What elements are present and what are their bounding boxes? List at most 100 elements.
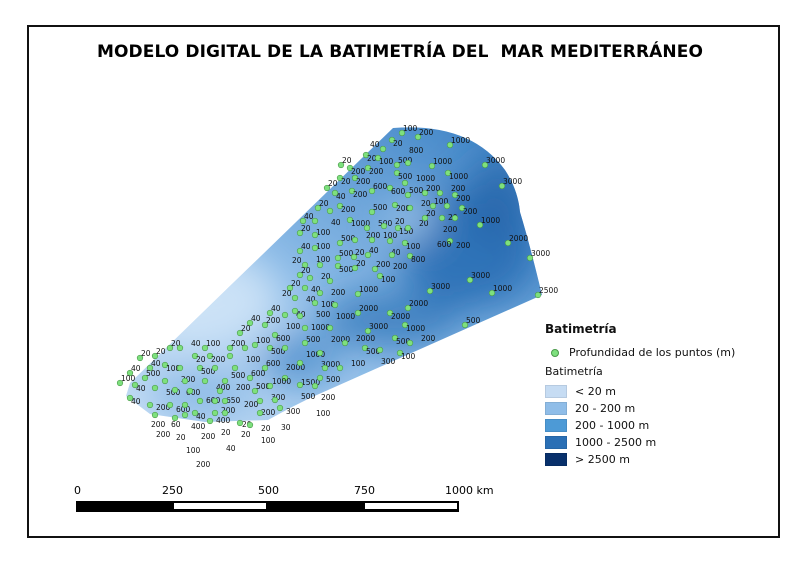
depth-point-label: 200 — [456, 194, 471, 203]
depth-point-marker — [351, 236, 359, 244]
depth-point-marker — [363, 224, 371, 232]
depth-point-marker — [151, 352, 159, 360]
depth-point-label: 200 — [421, 334, 436, 343]
depth-point-label: 40 — [336, 192, 346, 201]
depth-point-marker — [350, 253, 358, 261]
depth-point: 20 — [296, 266, 311, 279]
depth-point-marker — [534, 291, 542, 299]
depth-point-marker — [361, 344, 369, 352]
depth-point-label: 1000 — [433, 157, 452, 166]
legend-swatch — [545, 419, 567, 432]
depth-point-label: 2000 — [359, 304, 378, 313]
depth-point-marker — [301, 324, 309, 332]
depth-point-label: 100 — [206, 339, 221, 348]
depth-point-label: 40 — [136, 384, 146, 393]
depth-point-marker — [146, 401, 154, 409]
depth-point-label: 500 — [339, 249, 354, 258]
depth-point: 3000 — [466, 271, 490, 284]
depth-point-marker — [346, 164, 354, 172]
depth-point-marker — [291, 307, 299, 315]
depth-point: 650 — [221, 377, 241, 405]
depth-point-marker — [171, 386, 179, 394]
depth-point: 1000 — [346, 216, 370, 228]
depth-point: 100 — [251, 336, 271, 349]
depth-point: 1500 — [296, 359, 320, 387]
depth-point-marker — [406, 204, 414, 212]
depth-point-label: 40 — [191, 339, 201, 348]
depth-point-marker — [336, 364, 344, 372]
depth-point-label: 400 — [216, 383, 231, 392]
depth-point-label: 200 — [231, 339, 246, 348]
depth-point-marker — [236, 329, 244, 337]
depth-point: 200 — [421, 184, 441, 197]
depth-point-label: 1000 — [449, 172, 468, 181]
depth-point-marker — [323, 184, 331, 192]
depth-point: 200 — [458, 204, 478, 216]
depth-point-marker — [466, 276, 474, 284]
legend-class-label: 1000 - 2500 m — [575, 436, 657, 449]
depth-point: 200 — [371, 260, 391, 273]
depth-point-label: 40 — [251, 314, 261, 323]
depth-point-label: 3000 — [503, 177, 522, 186]
depth-point-label: 600 — [437, 240, 452, 249]
legend-class-item: 20 - 200 m — [545, 400, 735, 417]
depth-point: 20 — [292, 256, 309, 269]
depth-point-marker — [394, 224, 402, 232]
depth-point: 500 — [393, 156, 413, 169]
depth-point-label: 3000 — [471, 271, 490, 280]
scale-label: 0 — [74, 484, 81, 497]
depth-point-label: 100 — [286, 322, 301, 331]
depth-point-label: 500 — [316, 310, 331, 319]
depth-point-label: 100 — [321, 300, 336, 309]
depth-point-marker — [281, 344, 289, 352]
depth-point-label: 20 — [342, 156, 352, 165]
depth-point-label: 500 — [146, 369, 161, 378]
depth-point-marker — [476, 221, 484, 229]
depth-point-marker — [306, 274, 314, 282]
depth-point-marker — [354, 290, 362, 298]
depth-point-marker — [429, 202, 437, 210]
depth-point-label: 40 — [306, 295, 316, 304]
depth-point-marker — [196, 397, 204, 405]
depth-point: 100 — [256, 409, 276, 445]
depth-point: 100 — [336, 359, 366, 372]
depth-point-marker — [379, 145, 387, 153]
depth-point-label: 60 — [171, 420, 181, 429]
depth-point: 500 — [311, 299, 331, 319]
depth-point: 100 — [396, 349, 416, 361]
depth-point: 40 — [370, 140, 387, 153]
depth-point: 500 — [368, 203, 388, 216]
depth-point-marker — [362, 151, 370, 159]
depth-point: 3000 — [364, 322, 388, 335]
legend-swatch — [545, 385, 567, 398]
depth-point-marker — [296, 381, 304, 389]
depth-point-marker — [404, 304, 412, 312]
depth-point-label: 100 — [401, 352, 416, 361]
depth-point-label: 600 — [276, 334, 291, 343]
depth-point-marker — [388, 136, 396, 144]
depth-point-label: 20 — [282, 289, 292, 298]
depth-point-label: 500 — [373, 203, 388, 212]
depth-point-label: 100 — [186, 446, 201, 455]
depth-point: 200 — [388, 251, 408, 271]
depth-point-label: 400 — [216, 416, 231, 425]
depth-point: 200 — [261, 316, 281, 329]
depth-point: 40 — [306, 274, 321, 294]
depth-point-label: 200 — [321, 393, 336, 402]
depth-point-marker — [436, 189, 444, 197]
depth-point-label: 500 — [366, 347, 381, 356]
depth-point-label: 100 — [166, 364, 181, 373]
depth-point: 100 — [401, 239, 421, 251]
depth-point: 20 — [388, 136, 403, 148]
depth-point: 20 — [314, 199, 329, 212]
depth-point: 100 — [368, 231, 398, 244]
depth-point-marker — [136, 354, 144, 362]
depth-point: 1000 — [301, 339, 325, 359]
depth-point: 2000 — [354, 304, 378, 317]
depth-point-label: 200 — [356, 177, 371, 186]
depth-point-label: 1000 — [311, 323, 330, 332]
depth-point-label: 100 — [381, 275, 396, 284]
depth-point: 3000 — [426, 282, 450, 295]
legend-class-label: 20 - 200 m — [575, 402, 636, 415]
depth-point-label: 20 — [393, 139, 403, 148]
